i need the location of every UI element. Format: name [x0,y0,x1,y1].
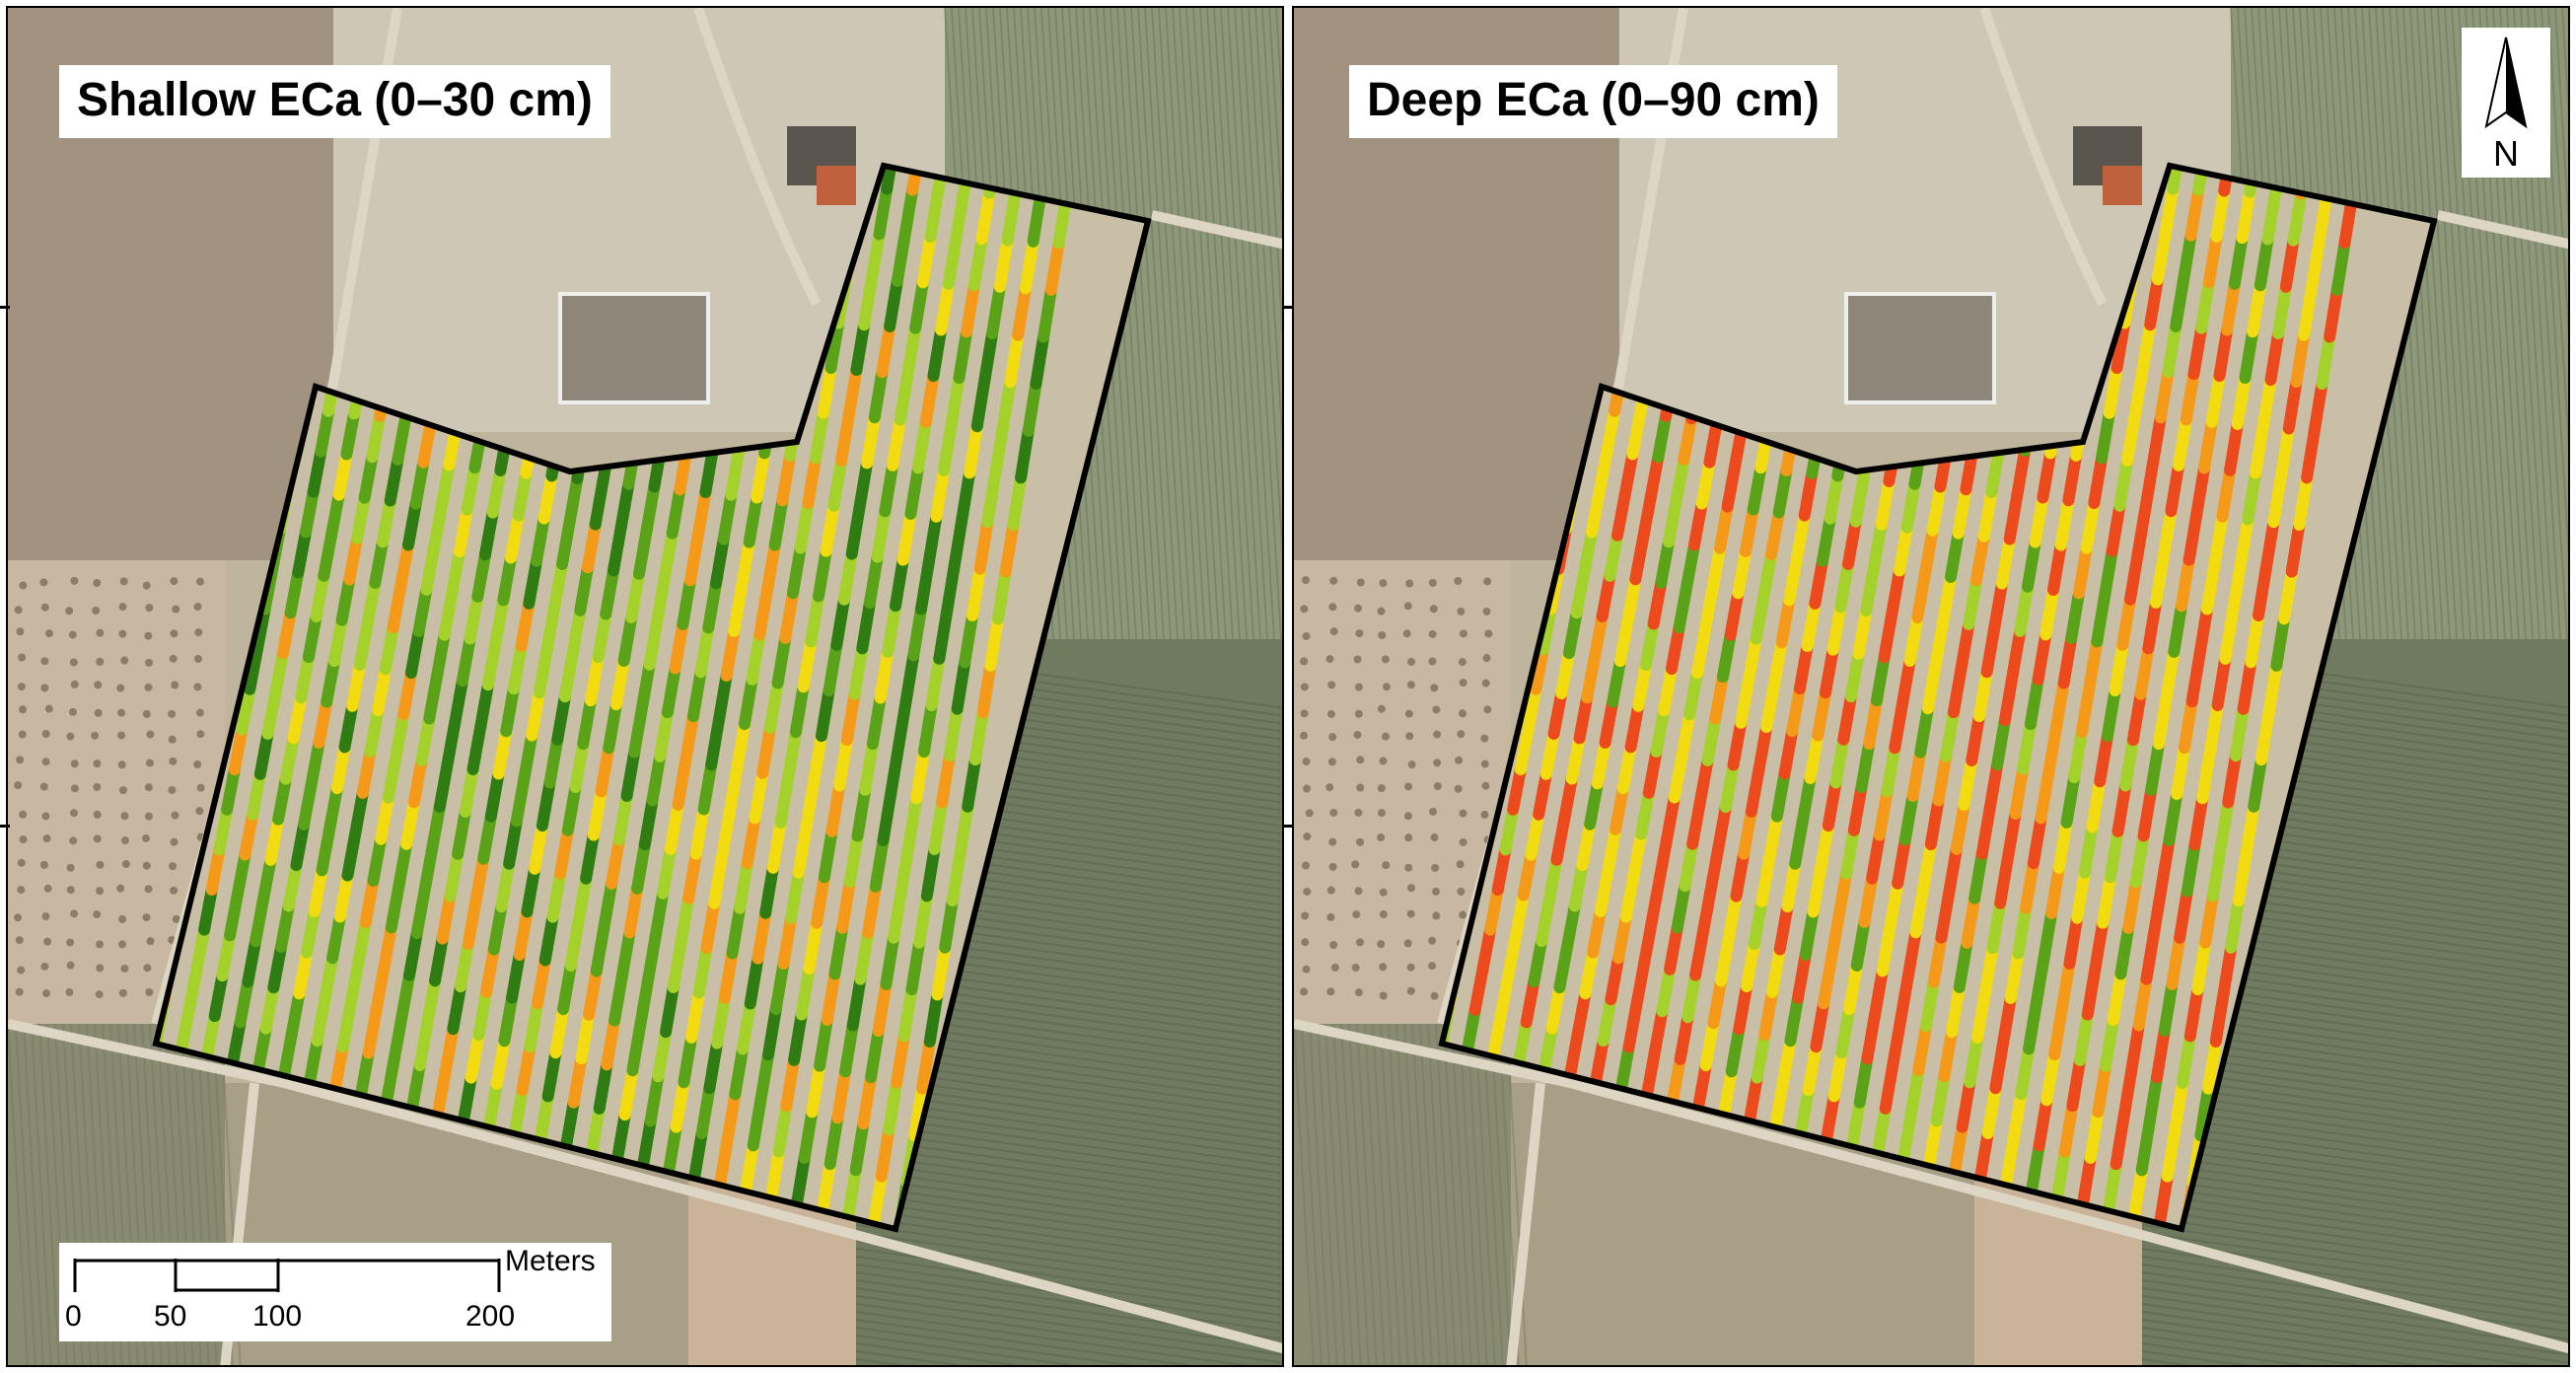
frame-tick [1282,825,1292,828]
eca-transect-line [2154,166,2340,1229]
scale-bar-graphic [73,1259,501,1292]
scale-unit: Meters [505,1245,596,1277]
eca-transect-line [2026,166,2212,1197]
eca-transect-line [2180,166,2366,1229]
north-arrow: N [2462,28,2550,178]
eca-transect-line [842,166,1029,1223]
scale-tick-200: 200 [465,1300,516,1333]
eca-transect-line [1949,166,2135,1178]
eca-transect-line [1974,166,2161,1185]
frame-tick [1282,306,1292,309]
map-panel-deep-eca: Deep ECa (0–90 cm) N [1292,6,2570,1367]
field-boundary [152,162,1152,1233]
field-map-deep [1294,8,2568,1365]
eca-transect-line [2051,166,2238,1203]
scale-tick-0: 0 [65,1300,82,1333]
frame-tick [0,306,10,309]
eca-transect-line [868,166,1054,1229]
scale-tick-100: 100 [252,1300,303,1333]
eca-transect-line [765,166,952,1203]
eca-transect-line [2000,166,2186,1191]
map-title-deep: Deep ECa (0–90 cm) [1349,65,1837,138]
scale-tick-50: 50 [154,1300,187,1333]
eca-transect-line [740,166,926,1197]
scale-bar: 0 50 100 200 Meters [59,1243,611,1341]
frame-tick [0,825,10,828]
north-label: N [2493,133,2519,174]
field-map-shallow [8,8,1282,1365]
map-panel-shallow-eca: Shallow ECa (0–30 cm) 0 50 100 200 Meter… [6,6,1284,1367]
field-boundary [1438,162,2438,1233]
north-arrow-icon [2484,36,2528,129]
map-title-shallow: Shallow ECa (0–30 cm) [59,65,610,138]
farm-buildings [1844,126,2142,404]
farm-buildings [558,126,856,404]
orchard-trees [14,576,207,1000]
parcel-southwest-vineyard [1294,1024,1511,1365]
